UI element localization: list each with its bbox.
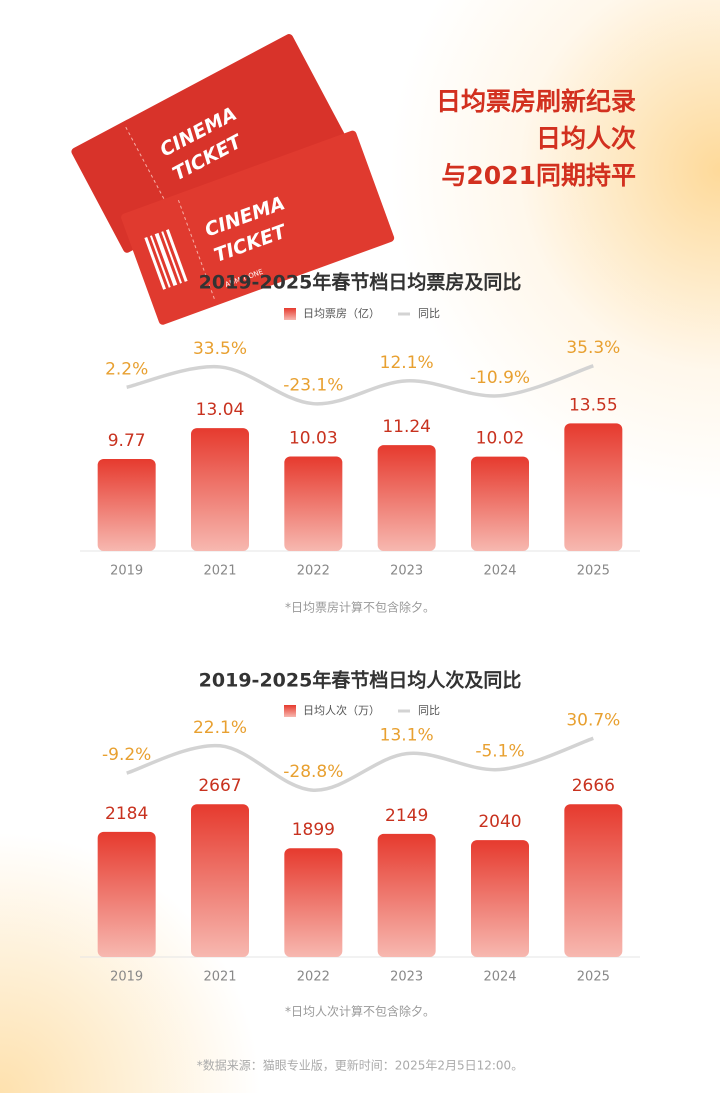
x-tick-label: 2019 — [110, 564, 143, 579]
x-tick-label: 2021 — [203, 970, 236, 985]
bar-value-label: 10.02 — [476, 429, 525, 449]
bar — [377, 445, 436, 551]
x-tick-label: 2024 — [483, 970, 516, 985]
legend-label: 日均票房（亿） — [303, 307, 380, 320]
bar — [471, 840, 529, 957]
yoy-line — [126, 364, 594, 406]
x-tick-label: 2021 — [203, 564, 236, 579]
legend-label: 同比 — [418, 704, 440, 717]
chart-title: 2019-2025年春节档日均人次及同比 — [199, 669, 522, 692]
x-tick-label: 2025 — [577, 564, 610, 579]
yoy-label: 33.5% — [193, 339, 247, 359]
bar-value-label: 13.55 — [569, 395, 618, 415]
yoy-label: 35.3% — [566, 338, 620, 358]
ticket-illustration: CINEMA TICKET CINEMA TICKET ADMIT ONE — [71, 34, 395, 325]
bar-value-label: 2184 — [105, 804, 148, 824]
bar-value-label: 2666 — [572, 776, 615, 796]
chart-title: 2019-2025年春节档日均票房及同比 — [199, 271, 522, 294]
yoy-label: -5.1% — [475, 742, 524, 762]
bar-value-label: 1899 — [292, 820, 335, 840]
source-note: *数据来源：猫眼专业版，更新时间：2025年2月5日12:00。 — [197, 1058, 523, 1073]
bar — [191, 804, 249, 957]
bar — [564, 423, 623, 551]
bar — [97, 831, 156, 957]
headline: 日均人次 — [536, 124, 636, 153]
x-tick-label: 2024 — [483, 564, 516, 579]
bar-value-label: 11.24 — [382, 417, 431, 437]
chart-note: *日均人次计算不包含除夕。 — [285, 1004, 435, 1019]
legend-label: 日均人次（万） — [303, 703, 380, 717]
yoy-line — [126, 736, 594, 792]
bar-value-label: 2040 — [478, 812, 521, 832]
x-tick-label: 2025 — [577, 970, 610, 985]
bar-value-label: 2149 — [385, 806, 428, 826]
x-tick-label: 2022 — [297, 564, 330, 579]
yoy-label: 13.1% — [380, 726, 434, 746]
bar — [191, 428, 249, 551]
bar-value-label: 13.04 — [196, 400, 245, 420]
bar — [471, 456, 529, 551]
bar — [377, 833, 436, 957]
yoy-label: -9.2% — [102, 745, 151, 765]
bar — [284, 456, 343, 551]
bar-value-label: 2667 — [198, 776, 241, 796]
headline: 与2021同期持平 — [441, 161, 636, 190]
bar-value-label: 9.77 — [108, 431, 146, 451]
bar-value-label: 10.03 — [289, 429, 338, 449]
yoy-label: -28.8% — [283, 762, 343, 782]
x-tick-label: 2022 — [297, 970, 330, 985]
bar — [284, 848, 343, 957]
legend-label: 同比 — [418, 307, 440, 320]
legend-swatch — [284, 308, 296, 320]
yoy-label: -10.9% — [470, 368, 530, 388]
yoy-label: 22.1% — [193, 718, 247, 738]
bar — [564, 804, 623, 957]
yoy-label: 30.7% — [566, 710, 620, 730]
chart-note: *日均票房计算不包含除夕。 — [285, 600, 435, 615]
x-tick-label: 2023 — [390, 564, 423, 579]
yoy-label: 2.2% — [105, 359, 148, 379]
headline: 日均票房刷新纪录 — [436, 87, 636, 116]
x-tick-label: 2023 — [390, 970, 423, 985]
x-tick-label: 2019 — [110, 970, 143, 985]
yoy-label: 12.1% — [380, 353, 434, 373]
bar — [97, 458, 156, 551]
legend-swatch — [284, 705, 296, 717]
yoy-label: -23.1% — [283, 376, 343, 396]
